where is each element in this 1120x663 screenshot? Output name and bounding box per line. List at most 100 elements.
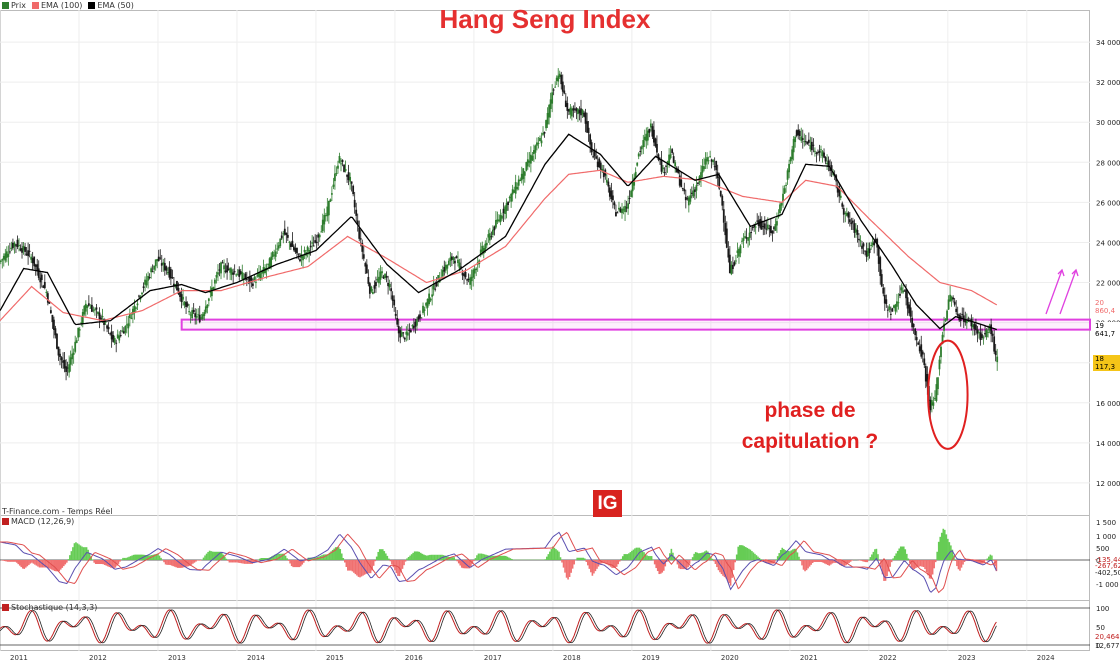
candle-body xyxy=(874,238,877,243)
candle-body xyxy=(809,145,812,150)
macd-bar xyxy=(331,549,334,560)
candle-body xyxy=(335,173,338,175)
macd-bar xyxy=(808,560,811,567)
macd-bar xyxy=(463,560,466,569)
macd-bar xyxy=(324,554,326,560)
candle-body xyxy=(621,208,623,214)
macd-bar xyxy=(193,560,196,563)
candle-body xyxy=(233,271,236,273)
candle-body xyxy=(794,136,797,143)
macd-bar xyxy=(392,560,395,568)
candle-body xyxy=(589,134,592,145)
macd-bar xyxy=(354,560,357,575)
macd-bar xyxy=(764,560,767,564)
candle-body xyxy=(855,228,857,233)
candle-body xyxy=(475,268,478,271)
legend-swatch-ema100 xyxy=(31,2,39,9)
candle-body xyxy=(40,274,43,281)
macd-bar xyxy=(913,560,916,570)
candle-body xyxy=(554,86,557,88)
macd-bar xyxy=(416,551,419,560)
macd-bar xyxy=(110,560,112,568)
candle-body xyxy=(510,193,513,202)
candle-body xyxy=(72,352,75,355)
macd-bar xyxy=(790,550,793,560)
macd-bar xyxy=(401,560,404,569)
candle-body xyxy=(697,182,699,184)
candle-body xyxy=(649,123,652,128)
macd-bar xyxy=(167,560,170,565)
candle-body xyxy=(608,187,611,197)
candle-body xyxy=(423,309,426,311)
macd-bar xyxy=(705,550,708,560)
macd-bar xyxy=(444,555,446,560)
macd-bar xyxy=(234,560,237,563)
macd-bar xyxy=(155,553,158,560)
candle-body xyxy=(136,303,139,306)
candle-body xyxy=(239,271,242,274)
candle-body xyxy=(353,199,356,208)
candle-body xyxy=(452,257,455,260)
candle-body xyxy=(341,159,344,163)
candle-body xyxy=(722,209,725,223)
macd-bar xyxy=(385,553,387,560)
macd-bar xyxy=(265,558,267,560)
macd-bar xyxy=(763,560,765,562)
macd-bar xyxy=(497,555,500,560)
candle-body xyxy=(343,164,345,172)
macd-bar xyxy=(429,554,431,560)
macd-bar xyxy=(634,548,636,560)
candle-body xyxy=(780,202,783,206)
macd-bar xyxy=(623,554,626,560)
macd-bar xyxy=(422,554,425,560)
candle-body xyxy=(10,247,13,249)
candle-body xyxy=(426,298,429,308)
macd-bar xyxy=(950,545,952,560)
macd-bar xyxy=(910,560,913,568)
macd-bar xyxy=(951,549,954,560)
candle-body xyxy=(352,185,355,195)
macd-bar xyxy=(151,555,153,560)
macd-bar xyxy=(591,560,594,576)
macd-bar xyxy=(491,555,493,560)
macd-bar xyxy=(427,555,430,560)
candle-body xyxy=(28,250,31,252)
macd-bar xyxy=(271,556,273,560)
macd-bar xyxy=(991,555,993,560)
candle-body xyxy=(613,202,616,206)
macd-bar xyxy=(678,560,680,569)
ig-logo: IG xyxy=(593,490,622,517)
candle-body xyxy=(42,285,45,288)
macd-bar xyxy=(227,560,229,561)
candle-body xyxy=(558,73,561,78)
macd-bar xyxy=(9,560,12,562)
stoch-tick-label: 0 xyxy=(1096,642,1100,650)
candle-body xyxy=(686,198,689,200)
macd-bar xyxy=(90,556,92,560)
macd-bar xyxy=(299,560,302,567)
candle-body xyxy=(162,262,165,265)
macd-bar xyxy=(296,560,299,568)
candle-body xyxy=(168,266,171,278)
candle-body xyxy=(584,112,587,124)
candle-body xyxy=(721,195,724,206)
candle-body xyxy=(783,188,786,194)
x-tick-label: 2012 xyxy=(89,654,107,662)
y-tick-label: 12 000 xyxy=(1096,480,1120,488)
candle-body xyxy=(820,149,822,151)
macd-bar xyxy=(233,560,235,563)
candle-body xyxy=(367,276,370,284)
candle-body xyxy=(159,257,162,259)
macd-bar xyxy=(47,560,50,569)
macd-bar xyxy=(816,560,818,562)
y-tick-label: 26 000 xyxy=(1096,199,1120,207)
macd-bar xyxy=(503,555,506,560)
candle-body xyxy=(578,110,581,114)
candle-body xyxy=(212,287,215,290)
candle-body xyxy=(490,236,493,238)
macd-bar xyxy=(37,560,39,567)
macd-bar xyxy=(204,555,206,560)
candle-body xyxy=(864,250,866,252)
macd-bar xyxy=(120,559,123,560)
candle-body xyxy=(235,274,238,276)
